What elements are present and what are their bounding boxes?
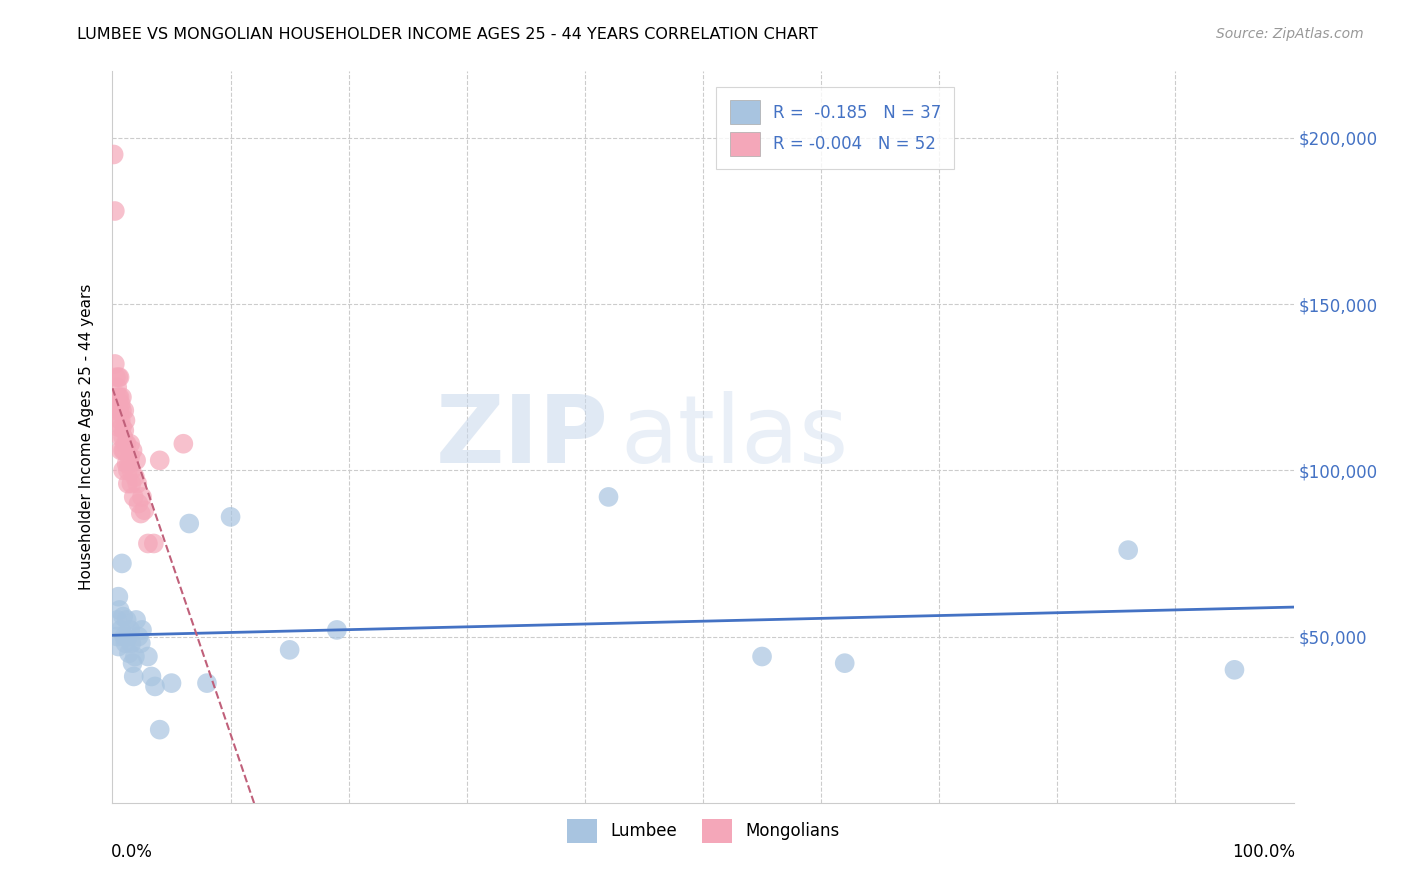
Point bbox=[179, 516, 201, 531]
Text: 100.0%: 100.0% bbox=[1232, 843, 1295, 861]
Point bbox=[107, 370, 129, 384]
Point bbox=[118, 457, 141, 471]
Point bbox=[111, 557, 134, 571]
Text: 0.0%: 0.0% bbox=[111, 843, 153, 861]
Point bbox=[129, 636, 152, 650]
Point bbox=[110, 397, 132, 411]
Point bbox=[107, 590, 129, 604]
Point bbox=[107, 390, 129, 404]
Point bbox=[160, 676, 183, 690]
Point bbox=[326, 623, 349, 637]
Point bbox=[125, 613, 148, 627]
Text: atlas: atlas bbox=[620, 391, 849, 483]
Point bbox=[121, 656, 143, 670]
Point bbox=[120, 450, 142, 464]
Point bbox=[1223, 663, 1246, 677]
Point bbox=[131, 623, 153, 637]
Point bbox=[134, 503, 156, 517]
Point bbox=[117, 463, 139, 477]
Point bbox=[110, 623, 132, 637]
Text: ZIP: ZIP bbox=[436, 391, 609, 483]
Point bbox=[107, 640, 129, 654]
Point bbox=[1116, 543, 1139, 558]
Point bbox=[112, 609, 135, 624]
Point bbox=[127, 497, 149, 511]
Point bbox=[127, 476, 149, 491]
Point bbox=[149, 723, 172, 737]
Point bbox=[278, 643, 301, 657]
Point bbox=[127, 630, 149, 644]
Point bbox=[112, 424, 135, 438]
Point bbox=[112, 443, 135, 458]
Point bbox=[120, 476, 142, 491]
Point bbox=[121, 443, 143, 458]
Point bbox=[108, 370, 131, 384]
Point bbox=[107, 403, 129, 417]
Point bbox=[114, 436, 136, 450]
Point bbox=[104, 357, 127, 371]
Text: Source: ZipAtlas.com: Source: ZipAtlas.com bbox=[1216, 27, 1364, 41]
Point bbox=[111, 403, 134, 417]
Point bbox=[114, 413, 136, 427]
Point bbox=[112, 403, 135, 417]
Point bbox=[120, 623, 142, 637]
Point bbox=[107, 420, 129, 434]
Point bbox=[105, 613, 128, 627]
Point bbox=[172, 436, 194, 450]
Point bbox=[834, 656, 856, 670]
Point bbox=[111, 390, 134, 404]
Point bbox=[136, 536, 159, 550]
Point bbox=[110, 430, 132, 444]
Point bbox=[112, 430, 135, 444]
Point bbox=[129, 507, 152, 521]
Point bbox=[122, 490, 145, 504]
Point bbox=[108, 390, 131, 404]
Point bbox=[131, 490, 153, 504]
Point bbox=[751, 649, 773, 664]
Point bbox=[108, 403, 131, 417]
Point bbox=[105, 380, 128, 394]
Legend: Lumbee, Mongolians: Lumbee, Mongolians bbox=[560, 813, 846, 849]
Point bbox=[118, 646, 141, 660]
Point bbox=[124, 649, 146, 664]
Point bbox=[125, 453, 148, 467]
Y-axis label: Householder Income Ages 25 - 44 years: Householder Income Ages 25 - 44 years bbox=[79, 284, 94, 591]
Point bbox=[104, 204, 127, 219]
Point bbox=[120, 463, 142, 477]
Point bbox=[115, 436, 138, 450]
Point bbox=[117, 630, 139, 644]
Point bbox=[141, 669, 163, 683]
Point bbox=[105, 397, 128, 411]
Point bbox=[103, 147, 125, 161]
Text: LUMBEE VS MONGOLIAN HOUSEHOLDER INCOME AGES 25 - 44 YEARS CORRELATION CHART: LUMBEE VS MONGOLIAN HOUSEHOLDER INCOME A… bbox=[77, 27, 818, 42]
Point bbox=[122, 669, 145, 683]
Point bbox=[124, 470, 146, 484]
Point bbox=[149, 453, 172, 467]
Point bbox=[195, 676, 218, 690]
Point bbox=[219, 509, 242, 524]
Point bbox=[115, 613, 138, 627]
Point bbox=[114, 636, 136, 650]
Point bbox=[110, 443, 132, 458]
Point bbox=[143, 680, 166, 694]
Point bbox=[120, 636, 142, 650]
Point bbox=[136, 649, 159, 664]
Point bbox=[105, 403, 128, 417]
Point bbox=[110, 413, 132, 427]
Point bbox=[112, 463, 135, 477]
Point bbox=[120, 436, 142, 450]
Point bbox=[108, 603, 131, 617]
Point bbox=[117, 476, 139, 491]
Point bbox=[105, 630, 128, 644]
Point bbox=[105, 390, 128, 404]
Point bbox=[112, 443, 135, 458]
Point bbox=[142, 536, 165, 550]
Point bbox=[105, 370, 128, 384]
Point bbox=[598, 490, 620, 504]
Point bbox=[112, 630, 135, 644]
Point bbox=[111, 420, 134, 434]
Point bbox=[115, 457, 138, 471]
